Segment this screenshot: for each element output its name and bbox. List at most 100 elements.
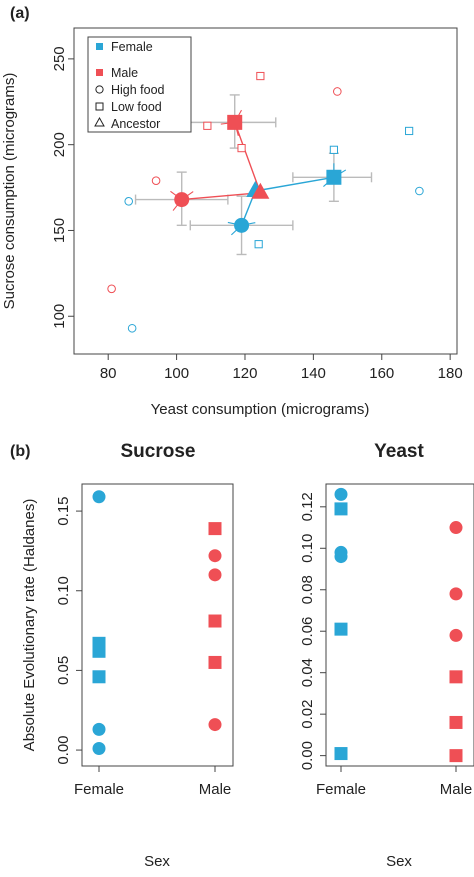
rate-point-high-food xyxy=(449,521,463,535)
replicate-point-high-food xyxy=(127,323,137,333)
y-tick-label: 0.02 xyxy=(299,700,316,729)
legend-ancestor-marker xyxy=(94,116,105,127)
group-mean-high-food xyxy=(174,192,190,208)
y-tick-label: 0.04 xyxy=(299,658,316,687)
panel-a-letter: (a) xyxy=(10,5,30,22)
legend-female-marker xyxy=(96,43,103,50)
panel-a-y-axis-title: Sucrose consumption (micrograms) xyxy=(1,73,18,310)
legend-male-marker xyxy=(96,69,103,76)
ancestor-to-mean-line xyxy=(255,176,335,192)
y-tick-label: 0.05 xyxy=(55,656,72,685)
rate-point-low-food xyxy=(92,644,106,658)
x-tick-label: 160 xyxy=(369,365,394,382)
ancestor-to-mean-line xyxy=(181,192,261,201)
x-tick-label: 80 xyxy=(100,365,117,382)
replicate-point-low-food xyxy=(203,121,212,130)
y-tick-label: 200 xyxy=(51,132,68,157)
rate-point-low-food xyxy=(92,670,106,684)
panel-b-letter: (b) xyxy=(10,443,30,460)
group-mean-low-food xyxy=(227,114,243,130)
y-tick-label: 0.08 xyxy=(299,575,316,604)
y-tick-label: 0.10 xyxy=(55,576,72,605)
rate-point-high-food xyxy=(92,741,106,755)
yeast-x-axis-title: Sex xyxy=(386,853,412,870)
rate-point-low-food xyxy=(449,715,463,729)
x-tick-label: Female xyxy=(74,781,124,798)
replicate-point-high-food xyxy=(124,196,134,206)
replicate-point-low-food xyxy=(237,144,246,153)
sucrose-panel-title: Sucrose xyxy=(121,441,196,462)
group-mean-high-food xyxy=(234,217,250,233)
rate-point-low-food xyxy=(449,670,463,684)
rate-point-low-food xyxy=(334,622,348,636)
y-tick-label: 100 xyxy=(51,304,68,329)
panel-a-replicate-points xyxy=(107,71,424,333)
rate-point-low-food xyxy=(449,749,463,763)
x-tick-label: Male xyxy=(199,781,232,798)
y-tick-label: 0.06 xyxy=(299,617,316,646)
rate-point-low-food xyxy=(334,502,348,516)
y-tick-label: 250 xyxy=(51,46,68,71)
panel-a-x-axis-title: Yeast consumption (micrograms) xyxy=(151,401,370,418)
yeast-y-axis: 0.00 0.02 0.04 0.06 0.08 0.10 0.12 xyxy=(299,492,327,770)
y-tick-label: 0.12 xyxy=(299,492,316,521)
yeast-x-axis: Female Male xyxy=(316,765,473,798)
ancestor-triangle xyxy=(251,182,270,199)
rate-point-high-food xyxy=(208,568,222,582)
legend-high-food-marker xyxy=(95,85,104,94)
rate-point-high-food xyxy=(334,487,348,501)
rate-point-low-food xyxy=(208,614,222,628)
rate-point-high-food xyxy=(92,490,106,504)
legend-high-food-label: High food xyxy=(111,83,165,97)
sucrose-x-axis: Female Male xyxy=(74,765,232,798)
panel-a-group-means xyxy=(174,114,342,233)
group-mean-low-food xyxy=(326,169,342,185)
panel-a-x-axis: 80 100 120 140 160 180 xyxy=(100,353,463,382)
legend-box xyxy=(87,36,192,133)
x-tick-label: 140 xyxy=(301,365,326,382)
yeast-panel-title: Yeast xyxy=(374,441,424,462)
panel-a-ancestor-points xyxy=(246,181,270,199)
rate-point-high-food xyxy=(208,718,222,732)
panel-a-connector-lines xyxy=(170,109,347,236)
legend-low-food-label: Low food xyxy=(111,100,162,114)
panel-a-legend: Female Male High food Low food Ancestor xyxy=(87,36,192,133)
rate-point-high-food xyxy=(208,549,222,563)
sucrose-y-axis: 0.00 0.05 0.10 0.15 xyxy=(55,496,83,765)
legend-ancestor-label: Ancestor xyxy=(111,117,160,131)
rate-point-high-food xyxy=(92,722,106,736)
x-tick-label: 100 xyxy=(164,365,189,382)
ancestor-to-mean-line xyxy=(234,122,262,193)
x-tick-label: 180 xyxy=(438,365,463,382)
y-tick-label: 150 xyxy=(51,218,68,243)
y-tick-label: 0.00 xyxy=(299,741,316,770)
sucrose-rate-points xyxy=(92,490,222,755)
legend-female-label: Female xyxy=(111,40,153,54)
replicate-point-low-food xyxy=(405,126,414,136)
replicate-point-high-food xyxy=(415,186,424,196)
rate-y-axis-title: Absolute Evolutionary rate (Haldanes) xyxy=(21,499,38,752)
replicate-point-high-food xyxy=(333,87,342,96)
rate-point-low-food xyxy=(334,747,348,761)
rate-point-high-food xyxy=(449,628,463,642)
replicate-point-high-food xyxy=(151,176,161,186)
rate-point-high-food xyxy=(334,550,348,564)
rate-point-low-food xyxy=(208,655,222,669)
y-tick-label: 0.10 xyxy=(299,534,316,563)
y-tick-label: 0.00 xyxy=(55,735,72,764)
replicate-point-high-food xyxy=(107,284,116,294)
legend-male-label: Male xyxy=(111,66,138,80)
x-tick-label: Female xyxy=(316,781,366,798)
x-tick-label: 120 xyxy=(232,365,257,382)
yeast-rate-points xyxy=(334,487,463,763)
panel-a-y-axis: 100 150 200 250 xyxy=(51,46,75,329)
replicate-point-low-food xyxy=(256,71,265,81)
x-tick-label: Male xyxy=(440,781,473,798)
legend-low-food-marker xyxy=(95,102,104,111)
replicate-point-low-food xyxy=(254,240,263,249)
rate-point-low-food xyxy=(208,522,222,536)
y-tick-label: 0.15 xyxy=(55,496,72,525)
rate-point-high-food xyxy=(449,587,463,601)
replicate-point-low-food xyxy=(329,145,338,154)
